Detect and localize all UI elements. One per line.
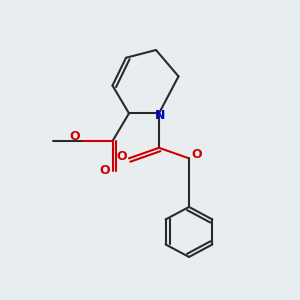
Text: O: O	[191, 148, 202, 161]
Text: N: N	[155, 109, 166, 122]
Text: O: O	[116, 150, 127, 163]
Text: O: O	[100, 164, 110, 177]
Text: O: O	[69, 130, 80, 142]
